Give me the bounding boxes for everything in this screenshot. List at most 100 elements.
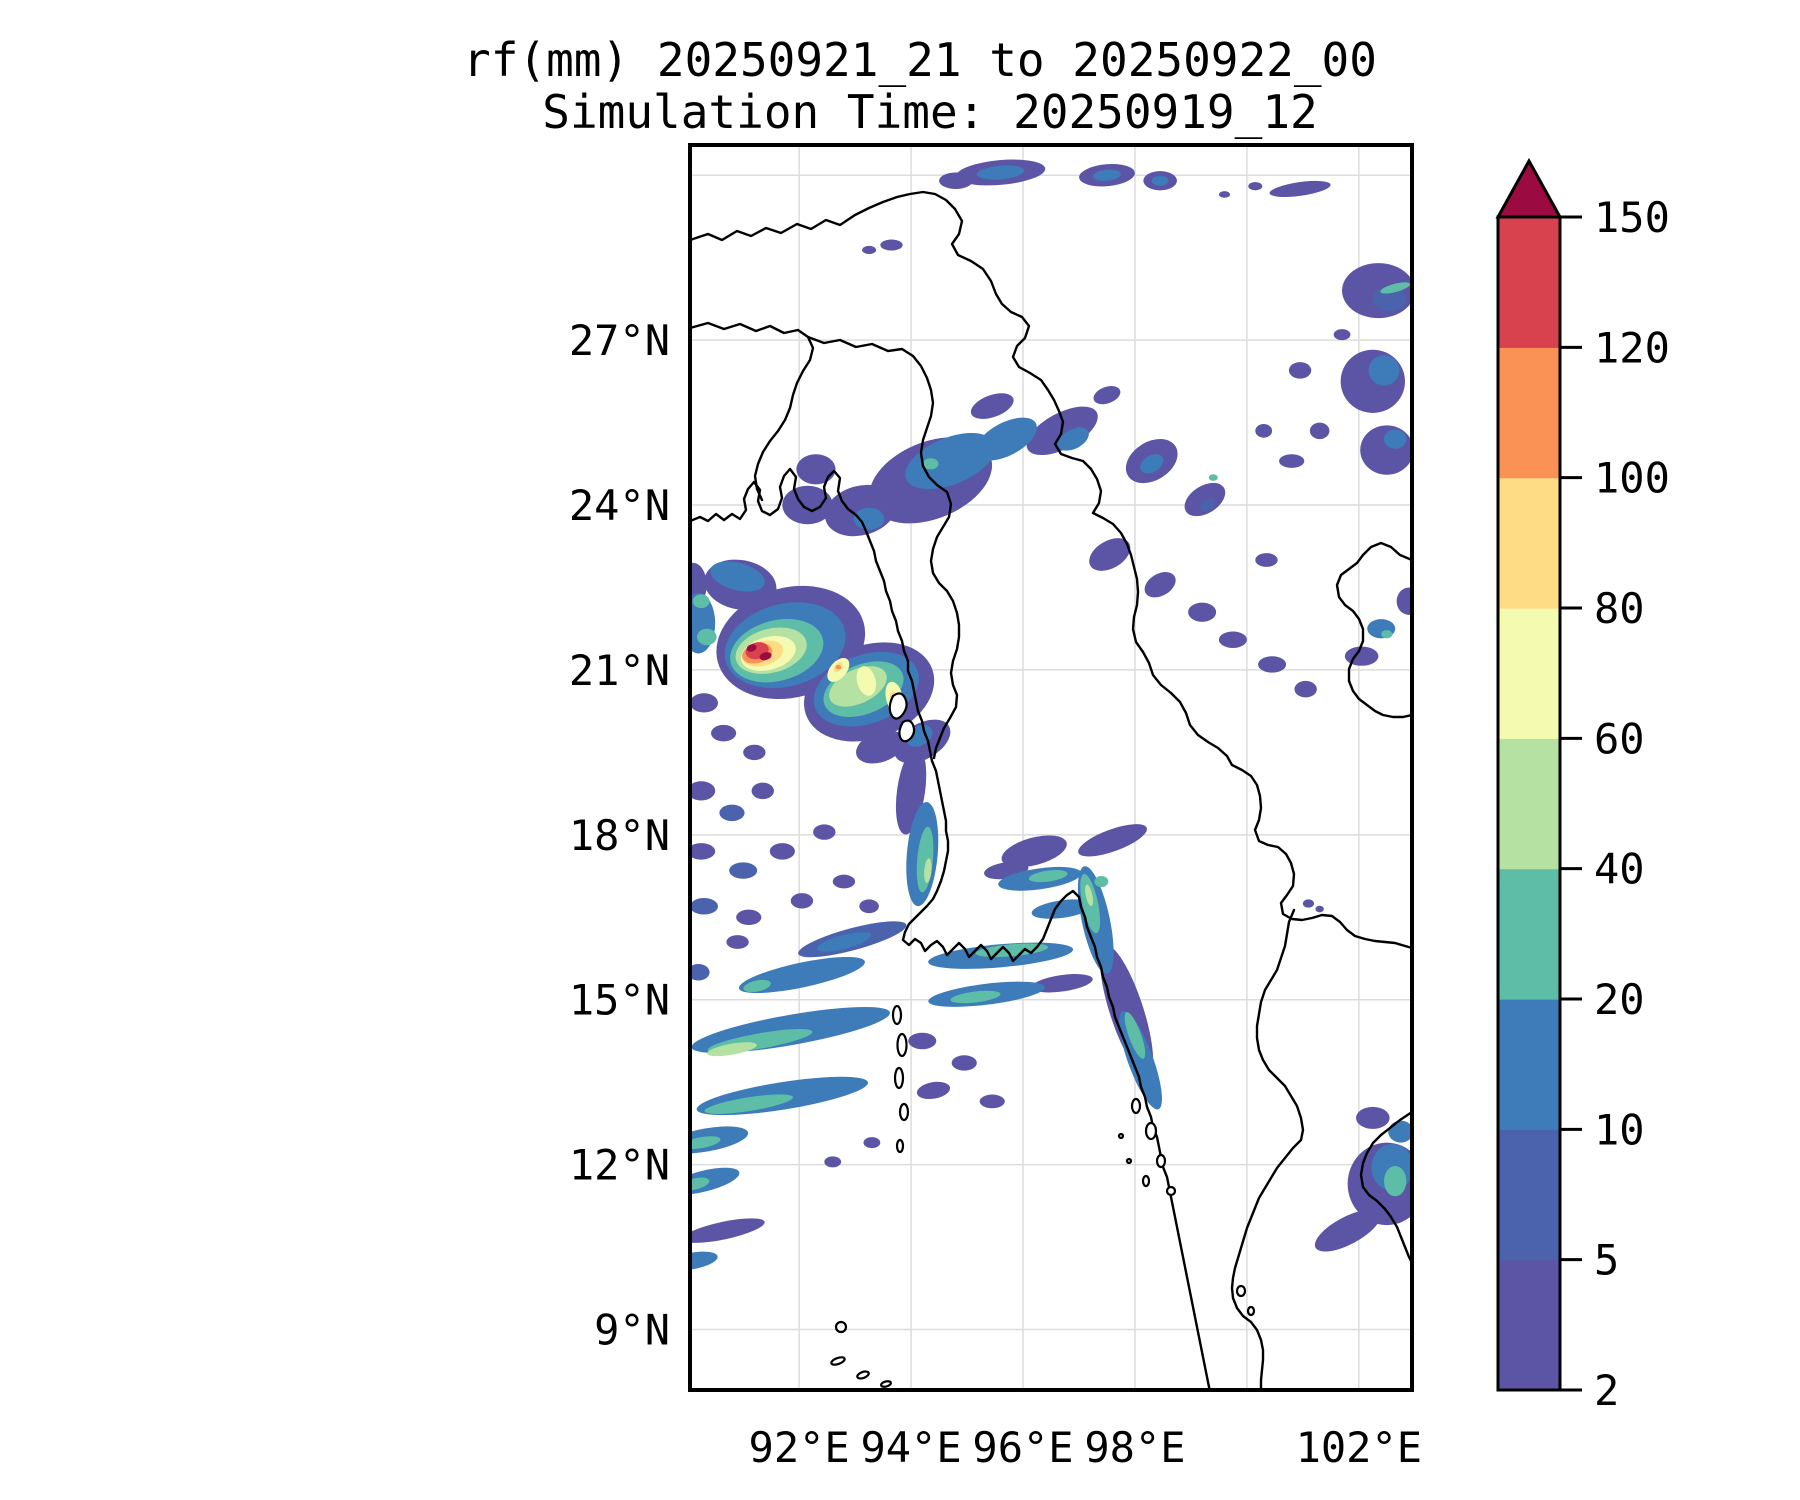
island-outline (1144, 1121, 1158, 1141)
rain-cell-10mm (1151, 175, 1169, 186)
rainfall-contour-field (690, 159, 1412, 1271)
colorbar-segment-80-100 (1498, 477, 1560, 609)
rain-cell-2mm (1258, 656, 1287, 673)
border-path-bangladesh-west (690, 321, 815, 502)
figure-subtitle: Simulation Time: 20250919_12 (542, 85, 1317, 139)
rain-cell-2mm (1188, 602, 1217, 622)
rain-cell-2mm (1248, 182, 1263, 191)
rain-cell-2mm (939, 172, 973, 189)
map-gridlines (690, 145, 1412, 1390)
colorbar-tick-label-150: 150 (1594, 193, 1670, 242)
y-tick-label-9N: 9°N (594, 1306, 670, 1355)
colorbar-tick-label-2: 2 (1594, 1366, 1619, 1415)
rain-cell-2mm (1340, 349, 1406, 413)
rain-cell-2mm (1218, 631, 1247, 648)
rain-cell-2mm (1078, 824, 1147, 857)
colorbar-outline (1496, 215, 1562, 1392)
rain-cell-40mm (924, 858, 932, 883)
rain-cell-2mm (690, 843, 716, 860)
island-outline (1235, 1284, 1247, 1298)
islands-group (830, 692, 1256, 1388)
rain-cell-2mm (824, 1156, 842, 1168)
rain-cell-2mm (1269, 180, 1331, 198)
y-tick-label-18N: 18°N (569, 811, 670, 860)
rain-cell-20mm (743, 979, 771, 993)
rain-cell-20mm (696, 628, 717, 646)
island-outline (1155, 1153, 1167, 1169)
rain-cell-2mm (1309, 422, 1330, 440)
rain-cell-20mm (1124, 1012, 1146, 1059)
rain-cell-60mm (856, 666, 877, 696)
island-outline (834, 1320, 848, 1334)
island-outline (830, 1356, 846, 1366)
coastline-path-southeast-edge (1359, 1110, 1412, 1265)
island-outline (1141, 1174, 1151, 1188)
colorbar-tick-label-100: 100 (1594, 454, 1670, 503)
rain-cell-20mm (1380, 282, 1411, 294)
rain-cell-10mm (1093, 169, 1121, 181)
rain-cell-2mm (1344, 646, 1379, 666)
rain-cell-10mm (1388, 1120, 1412, 1143)
rain-cell-2mm (1288, 362, 1312, 379)
rain-cell-10mm (710, 561, 765, 592)
rain-cell-40mm (707, 1042, 757, 1057)
rain-cell-10mm (1057, 427, 1089, 451)
rain-cell-2mm (690, 781, 716, 801)
rain-cell-10mm (1368, 355, 1400, 386)
colorbar-segment-120-150 (1498, 217, 1560, 348)
rain-cell-150mm (759, 652, 772, 661)
island-outline (1246, 1305, 1256, 1317)
rain-cell-2mm (736, 909, 762, 925)
rain-cell-10mm (690, 1251, 718, 1271)
rain-cell-150mm (746, 644, 757, 652)
island-outline (891, 1004, 903, 1026)
y-tick-label-21N: 21°N (569, 646, 670, 695)
rain-cell-2mm (1218, 191, 1231, 198)
rain-cell-20mm (950, 990, 1001, 1004)
rain-cell-2mm (859, 899, 879, 914)
rain-cell-2mm (862, 245, 877, 255)
x-tick-label-98E: 98°E (1084, 1423, 1185, 1472)
rain-cell-2mm (790, 893, 814, 909)
island-outline (880, 1380, 892, 1388)
rain-cell-2mm (951, 1055, 977, 1071)
x-tick-label-92E: 92°E (749, 1423, 850, 1472)
rain-cell-10mm (738, 956, 865, 994)
rain-cell-2mm (856, 730, 905, 764)
rain-cell-5mm (719, 804, 745, 822)
rain-cell-10mm (1031, 899, 1093, 919)
x-tick-label-102E: 102°E (1296, 1423, 1422, 1472)
rain-cell-2mm (1093, 385, 1121, 405)
rain-cell-20mm (1381, 630, 1393, 639)
border-path-north (690, 190, 1412, 950)
rain-cell-2mm (916, 1081, 951, 1100)
rain-cell-2mm (1184, 482, 1226, 517)
rain-cell-10mm (853, 507, 885, 530)
rain-cell-2mm (1333, 329, 1351, 341)
rain-cell-2mm (1255, 423, 1273, 438)
y-tick-label-24N: 24°N (569, 481, 670, 530)
rain-cell-2mm (726, 935, 749, 949)
rain-cell-2mm (908, 1032, 937, 1050)
border-path-india-myanmar (806, 335, 961, 760)
rain-cell-2mm (1144, 572, 1176, 598)
island-outline (1117, 1132, 1125, 1140)
rain-cell-2mm (690, 693, 718, 713)
rain-cell-2mm (813, 824, 836, 840)
coastline-path-gulf-of-thailand (1230, 908, 1305, 1390)
coastline-layer (690, 190, 1412, 1390)
rain-cell-20mm (690, 1177, 710, 1191)
rain-cell-2mm (710, 724, 737, 742)
map-frame (688, 143, 1414, 1392)
rain-cell-2mm (1031, 974, 1093, 993)
rain-cell-2mm (1356, 1106, 1390, 1129)
y-tick-label-27N: 27°N (569, 316, 670, 365)
rain-cell-2mm (1001, 835, 1067, 868)
figure-title: rf(mm) 20250921_21 to 20250922_00 (463, 33, 1377, 87)
rain-cell-100mm (835, 664, 842, 670)
island-outline (895, 1138, 905, 1154)
rain-cell-10mm (1384, 429, 1407, 449)
colorbar-tick-label-5: 5 (1594, 1236, 1619, 1285)
colorbar-segment-2-5 (1498, 1259, 1560, 1391)
